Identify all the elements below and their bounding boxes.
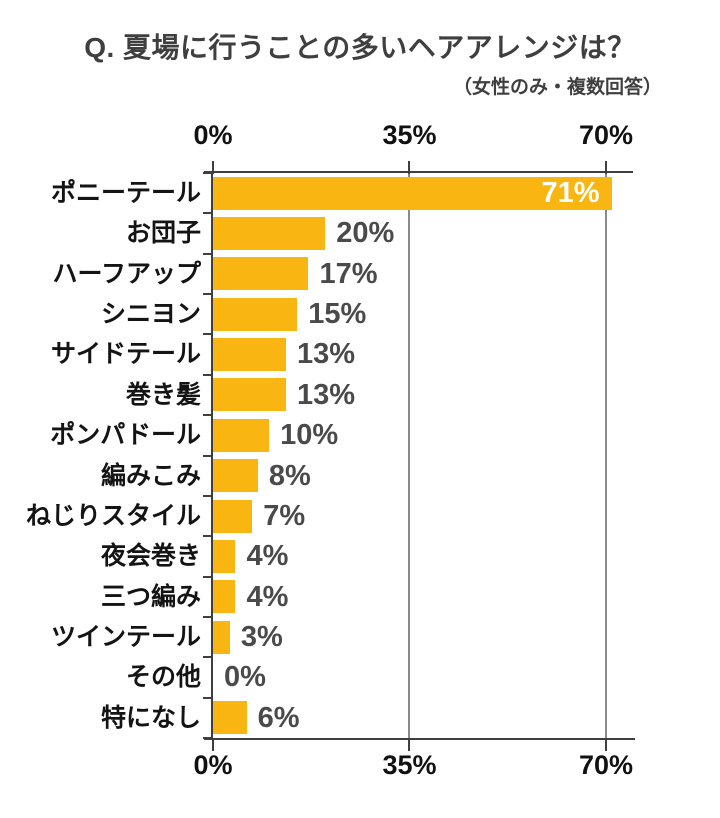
category-label: ツインテール: [50, 622, 201, 651]
value-label: 0%: [224, 661, 266, 694]
bottom-axis-label-0: 0%: [193, 750, 233, 780]
top-tick-mark-70: [604, 161, 607, 174]
category-boundary-tick: [203, 172, 213, 174]
category-boundary-tick: [203, 333, 213, 336]
category-label: その他: [125, 663, 201, 692]
category-label: 巻き髪: [125, 380, 201, 409]
bar: [213, 257, 309, 291]
category-boundary-tick: [203, 656, 213, 659]
bar: [213, 297, 298, 331]
category-boundary-tick: [203, 575, 213, 578]
value-label: 6%: [257, 701, 300, 734]
chart-title: Q. 夏場に行うことの多いヘアアレンジは？: [84, 32, 636, 63]
bar: [213, 620, 230, 654]
chart-subtitle: （女性のみ・複数回答）: [452, 77, 662, 98]
category-label: お団子: [125, 219, 201, 248]
category-boundary-tick: [203, 212, 213, 215]
value-label: 20%: [336, 217, 395, 250]
category-boundary-tick: [203, 535, 213, 538]
bar: [213, 701, 247, 735]
value-label: 13%: [296, 338, 356, 371]
category-boundary-tick: [203, 696, 213, 699]
category-label: ポンパドール: [50, 421, 201, 450]
top-tick-mark-35: [408, 161, 411, 174]
value-label: 8%: [268, 459, 311, 492]
bar: [213, 378, 286, 412]
value-label: 71%: [541, 177, 600, 209]
bar: [213, 217, 326, 251]
category-label: 三つ編み: [100, 582, 201, 611]
bottom-axis-line: [204, 738, 635, 740]
category-label: サイドテール: [50, 340, 201, 369]
value-label: 10%: [280, 419, 339, 452]
bar: [213, 418, 270, 452]
category-boundary-tick: [203, 737, 213, 739]
category-label: 編みこみ: [100, 461, 201, 490]
value-label: 17%: [319, 257, 378, 290]
category-boundary-tick: [203, 293, 213, 296]
value-label: 4%: [246, 580, 289, 613]
bar: [213, 580, 236, 614]
bar: [213, 499, 253, 533]
value-label: 13%: [296, 378, 356, 411]
bottom-tick-mark-70: [604, 738, 607, 751]
bar: [213, 176, 612, 210]
category-boundary-tick: [203, 615, 213, 618]
category-label: シニヨン: [100, 300, 201, 329]
bottom-axis-label-35: 35%: [382, 750, 437, 780]
category-label: 夜会巻き: [100, 542, 201, 571]
category-boundary-tick: [203, 373, 213, 376]
bottom-tick-mark-0: [212, 738, 214, 751]
category-boundary-tick: [203, 494, 213, 497]
category-boundary-tick: [203, 414, 213, 417]
value-label: 15%: [308, 298, 367, 331]
value-label: 4%: [246, 540, 289, 573]
category-boundary-tick: [203, 454, 213, 457]
value-label: 3%: [240, 620, 283, 653]
category-label: ハーフアップ: [52, 259, 201, 288]
gridline-70: [604, 173, 607, 739]
top-axis-line: [204, 171, 633, 173]
bottom-tick-mark-35: [408, 738, 411, 751]
category-label: ねじりスタイル: [25, 501, 201, 530]
bottom-axis-label-70: 70%: [578, 750, 633, 780]
top-axis-label-35: 35%: [382, 120, 437, 150]
category-label: ポニーテール: [50, 179, 201, 207]
gridline-35: [408, 173, 411, 739]
bar: [213, 459, 258, 493]
value-label: 7%: [263, 499, 306, 532]
top-axis-label-0: 0%: [193, 120, 233, 150]
bar: [213, 539, 236, 573]
category-label: 特になし: [100, 703, 201, 732]
top-axis-label-70: 70%: [578, 120, 633, 150]
category-boundary-tick: [203, 252, 213, 255]
top-tick-mark-0: [212, 161, 214, 174]
bar: [213, 338, 286, 372]
